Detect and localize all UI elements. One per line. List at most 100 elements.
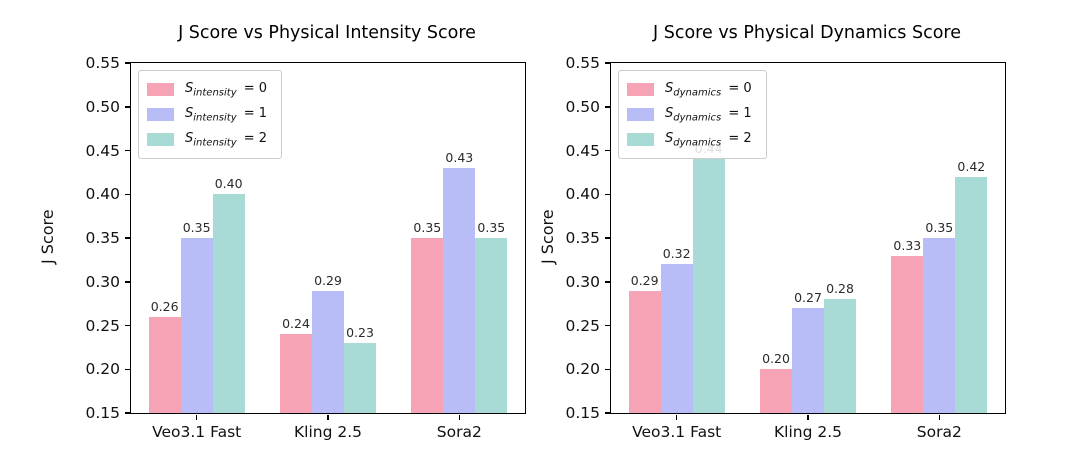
y-tick-label: 0.40 <box>85 185 120 204</box>
y-tick-label: 0.55 <box>85 54 120 72</box>
legend-swatch <box>627 108 654 121</box>
legend-item: Sintensity = 0 <box>147 77 267 102</box>
bar <box>280 334 312 413</box>
y-tick <box>124 149 130 152</box>
y-tick-label: 0.15 <box>565 404 600 422</box>
y-tick-label: 0.35 <box>565 229 600 247</box>
bar-value-label: 0.43 <box>445 150 474 165</box>
x-tick <box>675 414 678 420</box>
figure-dynamics: J Score vs Physical Dynamics Score J Sco… <box>538 0 1080 468</box>
y-tick <box>124 106 130 108</box>
bar-value-label: 0.35 <box>925 220 954 235</box>
bar-value-label: 0.35 <box>477 220 506 235</box>
legend-swatch <box>147 108 174 121</box>
legend-label: Sdynamics = 2 <box>665 130 752 149</box>
bar <box>891 255 924 413</box>
y-tick-label: 0.25 <box>85 316 120 335</box>
y-tick-label: 0.45 <box>85 141 120 160</box>
legend-swatch <box>147 133 174 146</box>
x-tick-label: Veo3.1 Fast <box>152 423 242 441</box>
bar <box>312 290 344 413</box>
bar <box>824 299 856 413</box>
x-tick <box>327 414 329 420</box>
x-tick <box>938 414 941 420</box>
bar <box>955 176 988 413</box>
legend-label: Sintensity = 0 <box>185 80 268 99</box>
y-tick <box>124 62 130 64</box>
y-tick-label: 0.20 <box>565 360 600 379</box>
legend-item: Sdynamics = 1 <box>627 102 752 127</box>
x-tick <box>458 414 461 420</box>
y-tick-label: 0.50 <box>565 97 600 116</box>
y-tick <box>124 281 130 283</box>
legend-label: Sdynamics = 0 <box>665 80 752 99</box>
x-tick-label: Veo3.1 Fast <box>632 423 722 441</box>
x-tick-label: Kling 2.5 <box>293 423 363 441</box>
bar-value-label: 0.35 <box>182 220 211 235</box>
legend-item: Sintensity = 1 <box>147 102 267 127</box>
y-tick-label: 0.20 <box>85 360 120 379</box>
y-tick-label: 0.25 <box>565 316 600 335</box>
bar-value-label: 0.35 <box>413 220 442 235</box>
bar-value-label: 0.40 <box>214 176 243 192</box>
plot-area: 0.55 0.50 0.45 0.40 0.35 0.30 0.25 0.20 0.15 Veo3… <box>565 54 1006 441</box>
legend-swatch <box>627 83 654 96</box>
legend-label: Sintensity = 1 <box>185 105 268 124</box>
bar-value-label: 0.29 <box>630 272 659 288</box>
bar <box>443 168 476 413</box>
x-tick-label: Kling 2.5 <box>773 423 843 441</box>
bar-value-label: 0.32 <box>662 246 691 262</box>
bar-value-label: 0.33 <box>893 237 922 253</box>
bar <box>180 238 213 413</box>
bar <box>628 290 661 413</box>
bar <box>760 369 792 413</box>
legend-swatch <box>147 83 174 96</box>
bar-value-label: 0.20 <box>762 351 790 367</box>
y-tick <box>124 412 130 414</box>
bar-value-label: 0.29 <box>314 272 342 288</box>
bar <box>212 194 245 413</box>
bar <box>344 343 376 413</box>
y-tick <box>124 324 130 327</box>
y-tick-label: 0.15 <box>85 404 120 422</box>
y-tick <box>124 193 130 195</box>
y-tick <box>604 324 610 327</box>
legend-item: Sintensity = 2 <box>147 127 267 152</box>
y-tick-label: 0.50 <box>85 97 120 116</box>
y-tick <box>604 281 610 283</box>
x-tick <box>195 414 198 420</box>
x-tick-label: Sora2 <box>916 423 962 441</box>
y-tick-label: 0.35 <box>85 229 120 247</box>
bar <box>792 308 824 413</box>
bar-value-label: 0.26 <box>150 298 179 314</box>
bar-value-label: 0.28 <box>826 281 854 297</box>
y-tick <box>604 237 610 239</box>
y-tick <box>604 106 610 108</box>
legend-label: Sdynamics = 1 <box>665 105 752 124</box>
legend-item: Sdynamics = 2 <box>627 127 752 152</box>
y-tick-label: 0.30 <box>85 272 120 291</box>
plot-area: 0.55 0.50 0.45 0.40 0.35 0.30 0.25 0.20 0.15 Veo3… <box>85 54 526 441</box>
bar <box>692 159 725 413</box>
y-tick <box>124 368 130 370</box>
y-axis-label: J Score <box>538 209 557 265</box>
y-tick-label: 0.40 <box>565 185 600 204</box>
legend-swatch <box>627 133 654 146</box>
y-tick <box>604 412 610 414</box>
bar <box>475 238 508 413</box>
chart-title: J Score vs Physical Dynamics Score <box>653 23 961 43</box>
x-tick <box>807 414 809 420</box>
bar-value-label: 0.42 <box>957 158 986 174</box>
x-tick-label: Sora2 <box>436 423 482 441</box>
bar <box>660 264 693 413</box>
chart-title: J Score vs Physical Intensity Score <box>178 23 476 43</box>
y-tick <box>604 62 610 64</box>
y-tick <box>604 368 610 370</box>
y-tick <box>604 149 610 152</box>
bar <box>923 238 956 413</box>
bar-value-label: 0.27 <box>794 290 822 305</box>
bar-value-label: 0.23 <box>346 325 374 340</box>
y-tick-label: 0.55 <box>565 54 600 72</box>
legend-item: Sdynamics = 0 <box>627 77 752 102</box>
